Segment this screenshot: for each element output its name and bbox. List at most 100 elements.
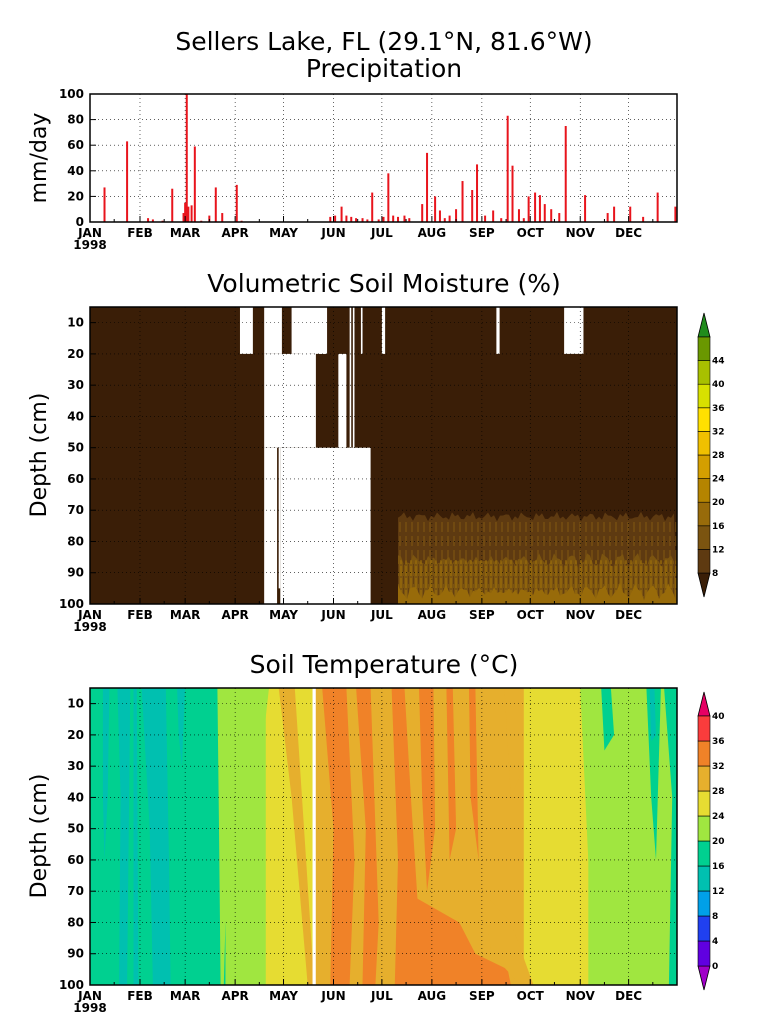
colorbar-label: 24 <box>712 812 725 822</box>
temp-title: Soil Temperature (°C) <box>250 650 519 679</box>
y-tick-label: 50 <box>67 441 84 455</box>
precip-bar <box>461 181 464 222</box>
colorbar-end-low <box>697 572 711 598</box>
year-label: 1998 <box>73 238 106 252</box>
y-tick-label: 10 <box>67 316 84 330</box>
moisture-wet-layers <box>398 511 677 604</box>
temperature-contour <box>356 688 379 985</box>
temperature-missing-data <box>312 688 316 985</box>
colorbar-label: 0 <box>712 962 718 972</box>
colorbar-label: 36 <box>712 404 725 414</box>
colorbar-segment <box>697 360 711 385</box>
colorbar-segment <box>697 715 711 742</box>
colorbar-segment <box>697 790 711 817</box>
temperature-contour <box>278 688 315 985</box>
precip-bar <box>147 218 150 222</box>
precip-bars <box>103 94 677 222</box>
precip-bar <box>506 115 509 222</box>
missing-data-gap <box>264 353 316 448</box>
colorbar-segment <box>697 765 711 792</box>
x-tick-label: NOV <box>566 989 596 1003</box>
precipitation-panel: JAN FEB MAR APR MAY JUN JUL AUG SEP OCT NOV DEC 1998… <box>59 87 678 252</box>
precip-bar <box>492 210 495 222</box>
colorbar-segment <box>697 915 711 942</box>
colorbar-label: 8 <box>712 569 718 579</box>
precip-bar <box>674 206 677 222</box>
colorbar-label: 12 <box>712 887 725 897</box>
missing-data-gap <box>318 307 326 354</box>
precip-bar <box>642 216 645 222</box>
precip-bar <box>184 202 187 222</box>
x-tick-label: SEP <box>469 989 495 1003</box>
y-tick-label: 70 <box>67 884 84 898</box>
y-tick-label: 100 <box>59 87 84 101</box>
x-tick-label: APR <box>221 226 248 240</box>
y-tick-label: 70 <box>67 503 84 517</box>
missing-data-gap <box>352 307 355 448</box>
precip-bar <box>397 216 400 222</box>
colorbar-label: 28 <box>712 787 725 797</box>
y-tick-label: 20 <box>67 347 84 361</box>
precip-bar <box>187 206 190 222</box>
temperature-contour <box>102 688 110 860</box>
temperature-contour <box>649 688 656 742</box>
colorbar-segment <box>697 865 711 892</box>
precip-bar <box>366 219 369 222</box>
y-tick-label: 0 <box>76 215 84 229</box>
missing-data-gap <box>239 307 253 354</box>
missing-data-gap <box>312 688 316 985</box>
x-tick-label: AUG <box>418 989 447 1003</box>
y-tick-label: 20 <box>67 189 84 203</box>
precip-bar <box>334 215 337 222</box>
moisture-title: Volumetric Soil Moisture (%) <box>207 269 561 298</box>
precip-bar <box>543 204 546 222</box>
colorbar-label: 44 <box>712 357 725 367</box>
colorbar-end-high <box>697 312 711 338</box>
temperature-contour <box>481 891 534 985</box>
precip-bar <box>656 192 659 222</box>
colorbar-label: 20 <box>712 498 725 508</box>
temperature-frame <box>89 687 678 986</box>
precip-bar <box>448 215 451 222</box>
y-tick-label: 100 <box>59 597 84 611</box>
temperature-contour <box>141 688 171 985</box>
precip-bar <box>484 215 487 222</box>
colorbar-label: 16 <box>712 862 725 872</box>
temperature-contour <box>614 750 650 985</box>
y-tick-label: 20 <box>67 728 84 742</box>
temperature-contour <box>646 688 661 860</box>
temperature-contour <box>580 688 637 892</box>
x-tick-label: MAY <box>269 989 298 1003</box>
colorbar-segment <box>697 454 711 479</box>
missing-data-gap <box>264 447 278 604</box>
moisture-ticks: JAN FEB MAR APR MAY JUN JUL AUG SEP OCT NOV DEC 1998… <box>59 316 654 634</box>
precip-bar <box>438 210 441 222</box>
y-tick-label: 80 <box>67 534 84 548</box>
figure-title: Sellers Lake, FL (29.1°N, 81.6°W) <box>175 27 592 56</box>
y-tick-label: 100 <box>59 978 84 992</box>
precip-bar <box>182 213 185 222</box>
y-tick-label: 30 <box>67 759 84 773</box>
x-tick-label: MAR <box>170 226 200 240</box>
x-tick-label: JUN <box>320 989 345 1003</box>
precip-bar <box>377 219 380 222</box>
precip-bar <box>221 213 224 222</box>
colorbar-end-high <box>697 691 711 717</box>
x-tick-label: NOV <box>566 608 596 622</box>
missing-data-gap <box>360 307 363 354</box>
missing-data-gap <box>381 307 386 354</box>
precip-bar <box>550 209 553 222</box>
temp-ylabel: Depth (cm) <box>27 774 52 899</box>
x-tick-label: JUL <box>370 989 393 1003</box>
precip-grid <box>90 94 677 222</box>
x-tick-label: DEC <box>615 608 642 622</box>
colorbar-segment <box>697 407 711 432</box>
precip-bar <box>564 126 567 222</box>
x-tick-label: FEB <box>127 226 153 240</box>
x-tick-label: DEC <box>615 989 642 1003</box>
precip-bar <box>522 218 525 222</box>
precip-bar <box>185 94 188 222</box>
colorbar-segment <box>697 840 711 867</box>
y-tick-label: 90 <box>67 947 84 961</box>
precip-bar <box>345 215 348 222</box>
